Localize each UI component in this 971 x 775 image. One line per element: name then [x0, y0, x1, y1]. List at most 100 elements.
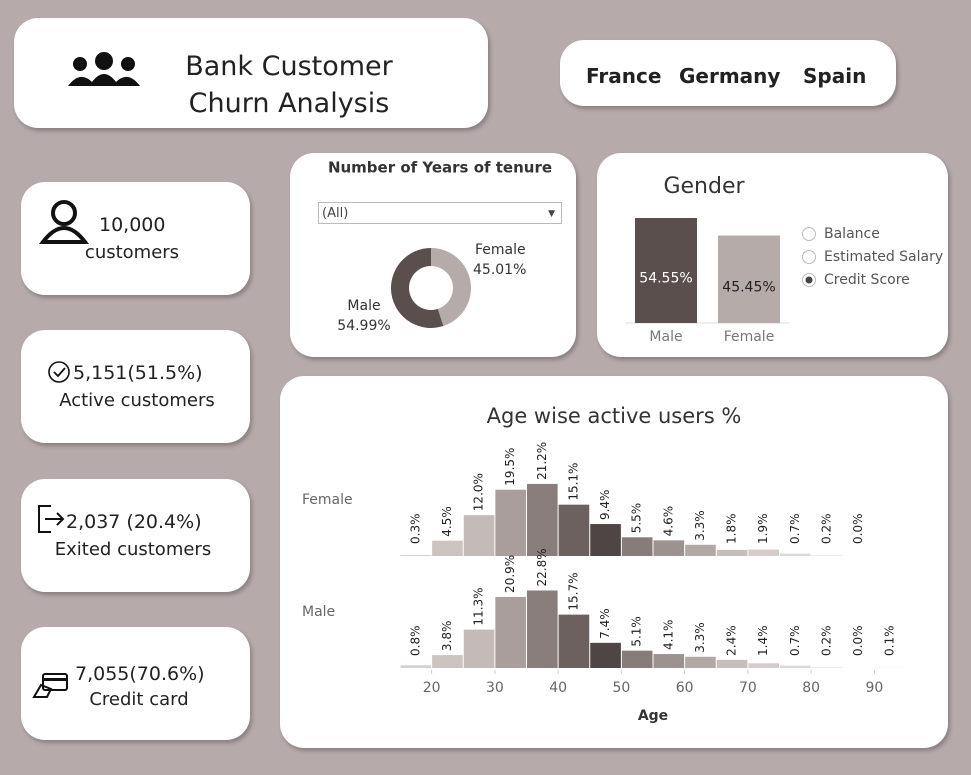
histogram-bar — [495, 489, 526, 556]
histogram-bar — [748, 663, 779, 668]
kpi-card: 7,055(70.6%) Credit card — [21, 627, 250, 740]
x-tick-label: 50 — [612, 680, 630, 696]
radio[interactable] — [802, 250, 816, 264]
bar-label: 15.1% — [566, 463, 580, 501]
kpi-card: 2,037 (20.4%) Exited customers — [21, 479, 250, 592]
card-icon — [32, 673, 68, 698]
kpi-card: 10,000 customers — [21, 182, 250, 295]
age-card — [280, 376, 948, 748]
chart-title: Gender — [663, 174, 745, 199]
radio-label[interactable]: Balance — [824, 226, 880, 242]
chart-title: Age wise active users % — [487, 404, 742, 428]
kpi-value: 2,037 (20.4%) — [66, 511, 202, 533]
radio-label[interactable]: Credit Score — [824, 272, 910, 288]
histogram-bar — [527, 590, 558, 668]
bar-label: 7.4% — [598, 608, 612, 639]
bar — [635, 218, 697, 323]
histogram-bar — [495, 596, 526, 668]
histogram-bar — [432, 540, 463, 556]
check-icon — [48, 361, 70, 383]
histogram-bar — [463, 629, 495, 668]
tenure-dropdown[interactable]: (All) ▼ — [318, 202, 562, 224]
donut-slice — [431, 248, 471, 327]
histogram-bar — [685, 544, 716, 556]
x-tick-label: Male — [649, 329, 682, 345]
user-icon — [39, 200, 89, 244]
bar-label: 0.8% — [408, 626, 422, 657]
country[interactable]: France — [586, 64, 662, 88]
bar-label: 4.6% — [661, 506, 675, 537]
radio[interactable] — [802, 227, 816, 241]
exit-icon — [38, 505, 65, 533]
slice-value: 45.01% — [473, 262, 526, 278]
bar-label: 45.45% — [722, 279, 775, 295]
slice-value: 54.99% — [337, 318, 390, 334]
x-tick-label: 40 — [549, 680, 567, 696]
dropdown-value: (All) — [322, 206, 349, 221]
histogram-bar — [811, 667, 843, 668]
bar-label: 0.0% — [851, 514, 865, 545]
histogram-bar — [558, 614, 590, 668]
x-tick-label: 90 — [865, 680, 883, 696]
histogram-bar — [558, 504, 590, 556]
bar-label: 0.7% — [788, 626, 802, 657]
histogram-bar — [653, 540, 685, 556]
country[interactable]: Germany — [679, 64, 781, 88]
bar-label: 3.3% — [693, 510, 707, 541]
histogram-bar — [400, 665, 432, 668]
kpi-label: customers — [84, 242, 180, 263]
histogram-bar — [716, 549, 748, 556]
kpi-label: Exited customers — [54, 539, 212, 560]
kpi-card: 5,151(51.5%) Active customers — [21, 330, 250, 443]
radio-dot — [805, 276, 813, 284]
title: Bank Customer Churn Analysis — [185, 51, 393, 119]
dropdown-arrow: ▼ — [548, 209, 555, 219]
bar-label: 4.1% — [661, 620, 675, 651]
bar-label: 0.7% — [788, 514, 802, 545]
x-tick-label: 70 — [739, 680, 757, 696]
bar-label: 1.4% — [756, 626, 770, 657]
histogram-bar — [527, 483, 558, 556]
histogram-bar — [780, 665, 811, 668]
bar-label: 54.55% — [639, 271, 692, 287]
bar-label: 0.2% — [819, 514, 833, 545]
bar-label: 4.5% — [440, 506, 454, 537]
bar-label: 2.4% — [725, 625, 739, 656]
bar-label: 9.4% — [598, 490, 612, 521]
histogram-bar — [590, 642, 621, 668]
bar-label: 11.3% — [472, 587, 486, 625]
histogram-bar — [716, 659, 748, 668]
histogram-bar — [811, 555, 843, 556]
slice-label: Female — [475, 242, 526, 258]
bar-label: 22.8% — [535, 548, 549, 586]
radio-label[interactable]: Estimated Salary — [824, 249, 943, 265]
country-filter: France Germany Spain — [560, 40, 896, 106]
x-tick-label: Female — [724, 329, 775, 345]
bar-label: 19.5% — [503, 448, 517, 486]
country[interactable]: Spain — [803, 64, 867, 88]
bar-label: 5.5% — [630, 503, 644, 534]
bar-label: 15.7% — [566, 572, 580, 610]
bar-label: 12.0% — [472, 473, 486, 511]
histogram-bar — [400, 554, 432, 556]
x-axis-label: Age — [638, 708, 668, 724]
kpi-value: 7,055(70.6%) — [75, 663, 205, 685]
bar-label: 3.8% — [440, 621, 454, 652]
panel-label: Female — [302, 492, 353, 508]
slice-label: Male — [347, 298, 380, 314]
bar-label: 3.3% — [693, 622, 707, 653]
histogram-bar — [621, 650, 653, 668]
histogram-bar — [590, 524, 621, 556]
bar-label: 1.8% — [725, 514, 739, 545]
bar-label: 5.1% — [630, 616, 644, 647]
x-tick-label: 30 — [486, 680, 504, 696]
people-icon — [68, 52, 140, 86]
x-tick-label: 80 — [802, 680, 820, 696]
bar-label: 0.1% — [883, 626, 897, 657]
bar-label: 20.9% — [503, 555, 517, 593]
bar-label: 0.2% — [819, 626, 833, 657]
bar-label: 0.3% — [408, 514, 422, 545]
histogram-bar — [432, 655, 463, 668]
histogram-bar — [780, 553, 811, 556]
